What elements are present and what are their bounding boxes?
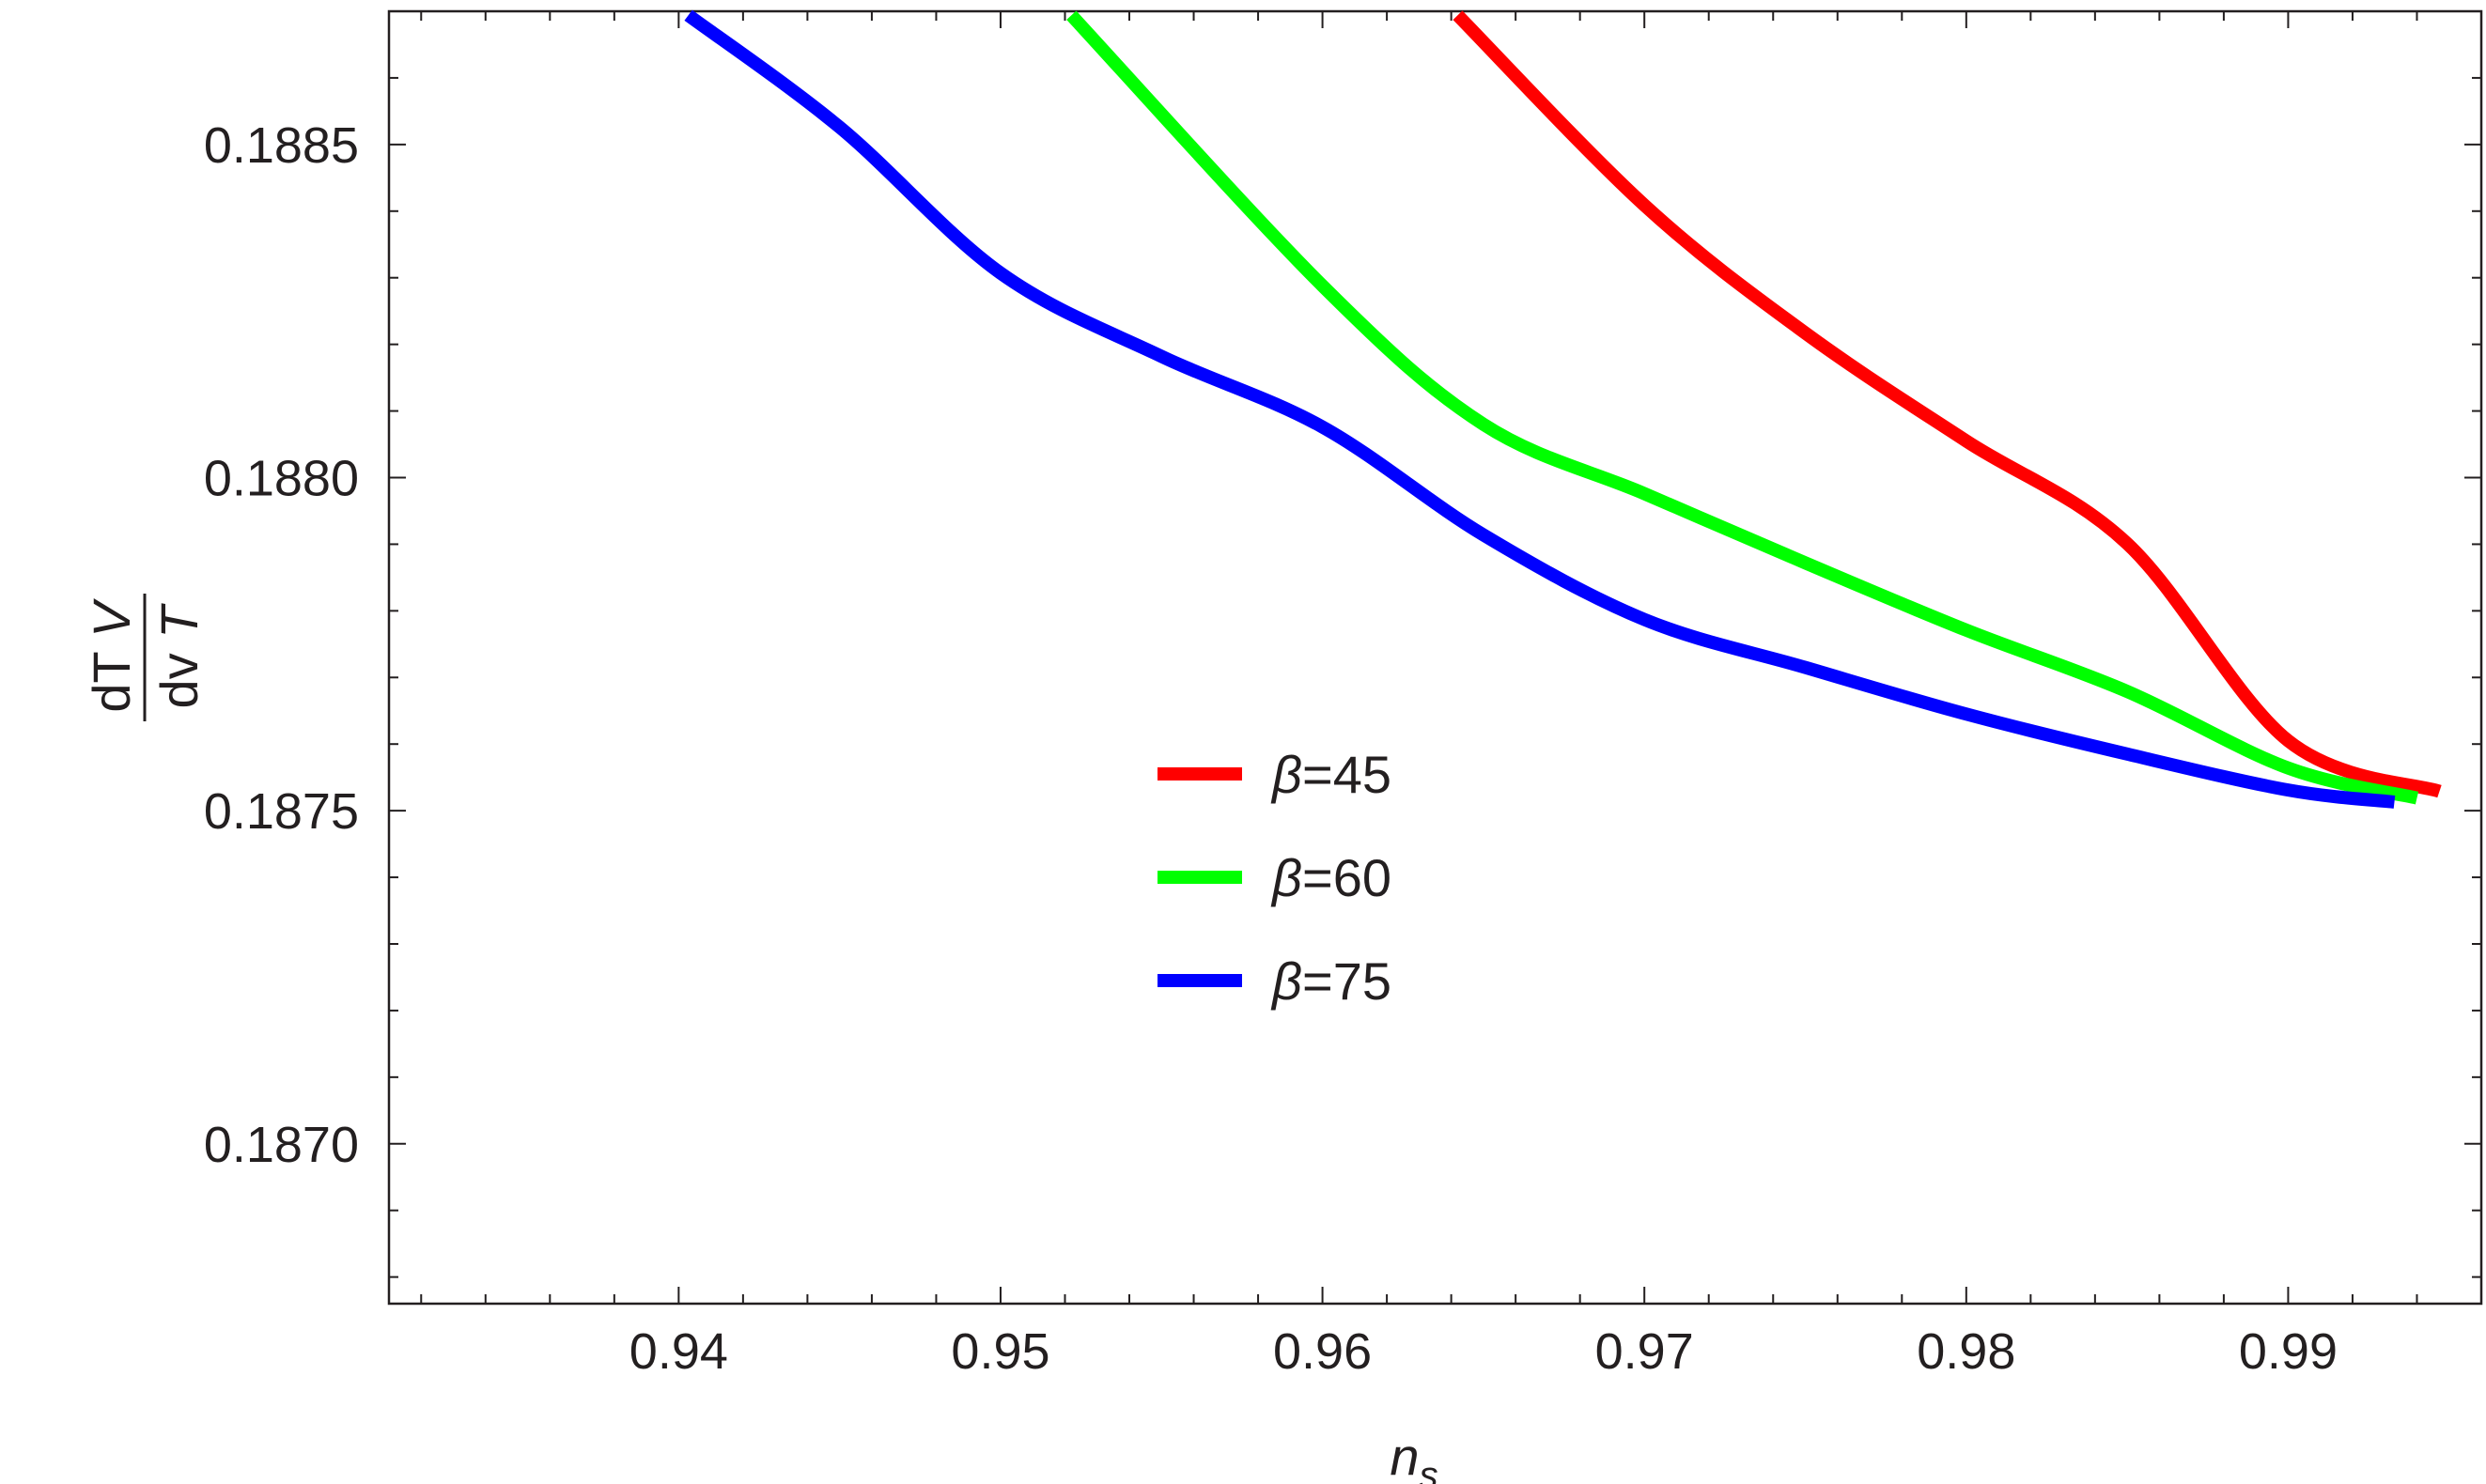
y-axis-label-denominator: dv T	[149, 603, 209, 709]
legend-label-2: β=60	[1270, 848, 1391, 907]
x-tick-label: 0.97	[1595, 1323, 1694, 1380]
x-ticks: 0.94 0.95 0.96 0.97 0.98 0.99	[420, 11, 2482, 1380]
x-tick-label: 0.98	[1917, 1323, 2015, 1380]
series-line-1	[1453, 10, 2442, 798]
y-tick-label: 0.1885	[204, 117, 359, 174]
series-line-2	[1066, 10, 2419, 805]
x-axis-label: ns	[1390, 1427, 1437, 1484]
x-tick-label: 0.94	[629, 1323, 728, 1380]
plot-frame	[387, 9, 2483, 1306]
legend-label-1: β=45	[1270, 745, 1391, 804]
y-ticks: 0.1870 0.1875 0.1880 0.1885	[204, 10, 2481, 1278]
legend: β=45 β=60 β=75	[1158, 745, 1391, 1011]
x-axis-label-base: n	[1390, 1427, 1419, 1484]
series-layer	[684, 9, 2442, 809]
y-axis-label-num-part1: dT	[82, 638, 141, 713]
x-tick-label: 0.95	[951, 1323, 1049, 1380]
legend-label-3: β=75	[1270, 951, 1391, 1011]
x-tick-label: 0.96	[1273, 1323, 1372, 1380]
y-axis-label: dT V dv T	[82, 594, 209, 721]
y-axis-label-den-part2: T	[149, 603, 209, 639]
x-tick-label: 0.99	[2239, 1323, 2338, 1380]
y-axis-label-numerator: dT V	[82, 598, 141, 713]
y-axis-label-num-part2: V	[82, 598, 141, 638]
y-tick-label: 0.1870	[204, 1117, 359, 1173]
series-line-3	[684, 9, 2396, 809]
x-axis-label-subscript: s	[1420, 1455, 1438, 1484]
y-tick-label: 0.1875	[204, 783, 359, 840]
y-axis-label-den-part1: dv	[149, 639, 209, 709]
y-tick-label: 0.1880	[204, 450, 359, 506]
